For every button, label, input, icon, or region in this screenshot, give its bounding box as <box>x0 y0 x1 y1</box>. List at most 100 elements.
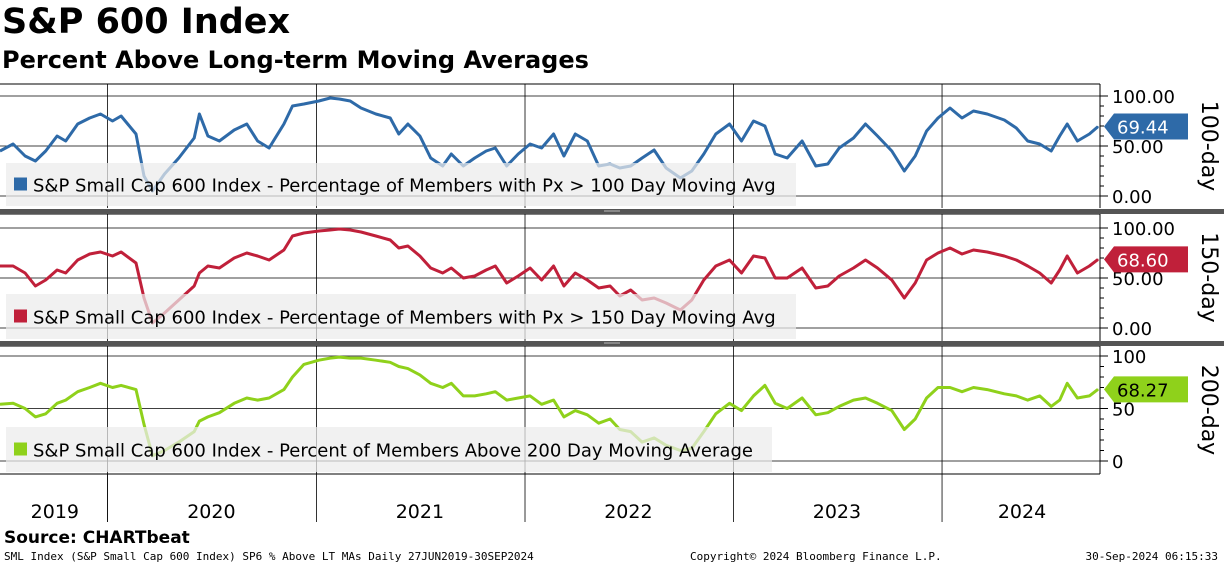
data-point-0-9 <box>99 113 102 115</box>
data-point-2-74 <box>852 399 855 401</box>
x-year-label-1: 2020 <box>187 501 235 523</box>
data-point-0-5 <box>56 135 58 137</box>
data-point-2-29 <box>329 357 331 359</box>
data-point-2-23 <box>257 399 259 401</box>
y-tick-label-0-2: 0.00 <box>1112 187 1152 208</box>
data-point-1-8 <box>89 253 91 255</box>
data-point-0-7 <box>77 123 79 125</box>
data-point-1-66 <box>752 255 755 257</box>
data-point-0-23 <box>257 140 259 142</box>
data-point-1-7 <box>77 259 79 261</box>
data-point-1-91 <box>1059 269 1061 271</box>
legend-box-2 <box>6 427 772 472</box>
data-point-2-63 <box>715 413 717 415</box>
data-point-1-4 <box>45 279 47 281</box>
data-point-2-28 <box>318 359 320 361</box>
data-point-0-48 <box>540 147 543 149</box>
data-point-0-68 <box>774 153 776 155</box>
data-point-0-30 <box>338 98 340 100</box>
data-point-0-0 <box>0 150 1 152</box>
data-point-2-48 <box>540 403 543 405</box>
data-point-0-75 <box>864 123 867 125</box>
data-point-0-1 <box>12 143 14 145</box>
data-point-2-41 <box>462 395 464 397</box>
data-point-0-8 <box>89 117 91 119</box>
data-point-1-35 <box>398 247 400 249</box>
data-point-2-47 <box>529 395 531 397</box>
data-point-2-68 <box>774 402 776 404</box>
data-point-2-69 <box>786 407 788 410</box>
x-year-label-5: 2024 <box>998 501 1046 523</box>
data-point-0-65 <box>740 140 743 142</box>
data-point-1-24 <box>268 259 270 261</box>
data-point-1-86 <box>1003 255 1005 257</box>
data-point-0-82 <box>949 107 951 109</box>
data-point-0-80 <box>926 130 928 132</box>
data-point-2-27 <box>303 363 305 365</box>
x-year-label-0: 2019 <box>31 501 79 523</box>
data-point-1-0 <box>0 265 1 267</box>
data-point-2-11 <box>120 384 122 386</box>
data-point-2-46 <box>517 397 519 399</box>
data-point-0-40 <box>450 153 452 155</box>
data-point-0-36 <box>407 123 409 125</box>
data-point-0-70 <box>801 140 803 142</box>
data-point-2-37 <box>419 374 421 376</box>
data-point-1-92 <box>1066 255 1068 257</box>
data-point-1-25 <box>283 249 285 251</box>
data-point-1-87 <box>1015 259 1017 261</box>
data-point-2-10 <box>111 386 114 389</box>
data-point-1-41 <box>462 277 464 279</box>
data-point-2-83 <box>961 391 963 393</box>
data-point-2-91 <box>1059 399 1061 401</box>
y-tick-label-0-1: 50.00 <box>1112 137 1164 158</box>
data-point-1-27 <box>303 232 305 234</box>
data-point-2-70 <box>801 397 803 399</box>
data-point-2-19 <box>207 416 209 418</box>
data-point-2-18 <box>198 420 200 422</box>
data-point-0-6 <box>65 140 67 142</box>
data-point-0-12 <box>135 133 137 135</box>
data-point-2-5 <box>56 402 58 404</box>
data-point-0-86 <box>1003 119 1005 121</box>
legend-label-1: S&P Small Cap 600 Index - Percentage of … <box>33 308 776 329</box>
legend-box-0 <box>6 163 796 206</box>
data-point-1-21 <box>233 257 235 259</box>
data-point-0-50 <box>563 155 565 157</box>
data-point-2-49 <box>552 399 555 401</box>
data-point-0-76 <box>876 135 879 137</box>
data-point-0-20 <box>218 140 220 142</box>
data-point-0-57 <box>641 157 643 159</box>
data-point-1-39 <box>442 272 444 274</box>
source-note: Source: CHARTbeat <box>4 528 190 548</box>
data-point-0-49 <box>552 133 555 135</box>
x-year-label-3: 2022 <box>604 501 652 523</box>
data-point-0-85 <box>986 113 988 115</box>
y-tick-label-1-1: 50.00 <box>1112 269 1164 290</box>
data-point-1-2 <box>24 272 26 274</box>
data-point-2-85 <box>986 389 988 391</box>
data-point-2-64 <box>728 402 731 404</box>
data-point-1-47 <box>529 267 531 269</box>
data-point-0-11 <box>120 115 122 117</box>
data-point-2-44 <box>494 391 496 393</box>
data-point-1-40 <box>450 267 452 269</box>
data-point-0-38 <box>430 157 432 159</box>
data-point-0-4 <box>45 150 47 152</box>
data-point-0-78 <box>903 170 905 172</box>
panel-side-label-2: 200-day <box>1196 365 1221 455</box>
data-point-0-92 <box>1066 123 1068 125</box>
data-point-2-33 <box>375 359 377 361</box>
footer-right: 30-Sep-2024 06:15:33 <box>1085 550 1218 563</box>
data-point-1-89 <box>1039 272 1041 274</box>
data-point-0-91 <box>1059 135 1061 137</box>
data-point-0-33 <box>375 113 377 115</box>
data-point-2-88 <box>1027 399 1029 401</box>
data-point-2-82 <box>949 386 951 389</box>
data-point-2-6 <box>65 399 67 401</box>
chart-title: S&P 600 Index <box>2 2 291 42</box>
data-point-0-64 <box>728 123 731 125</box>
data-point-0-31 <box>349 100 351 102</box>
data-point-0-69 <box>786 157 788 159</box>
